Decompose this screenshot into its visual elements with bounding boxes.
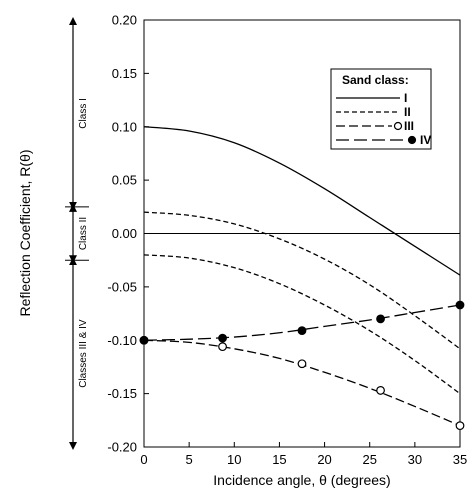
- series-marker-iv: [376, 314, 385, 324]
- legend-marker-iv: [407, 135, 417, 145]
- y-tick-label: 0.10: [112, 119, 137, 134]
- y-tick-label: -0.05: [107, 279, 137, 294]
- series-line-i-0: [143, 126, 461, 276]
- class-range-label: Classes III & IV: [78, 319, 89, 388]
- series-marker-iii: [376, 386, 385, 395]
- series-marker-iv: [139, 335, 149, 345]
- series-line-iii-3: [143, 339, 461, 427]
- series-marker-iii: [297, 359, 307, 369]
- x-tick-label: 5: [186, 452, 193, 467]
- series-marker-iii: [455, 421, 465, 431]
- series-marker-iv: [218, 333, 227, 343]
- class-range-label: Class I: [78, 98, 89, 129]
- y-tick-label: -0.15: [107, 386, 137, 401]
- y-tick-label: 0.20: [112, 13, 137, 28]
- y-tick-label: -0.20: [107, 440, 137, 455]
- series-line-ii-2: [143, 254, 461, 395]
- series-marker-iii: [218, 342, 227, 352]
- x-tick-label: 10: [227, 452, 241, 467]
- legend-box: [330, 68, 432, 150]
- y-tick-label: 0.15: [112, 66, 137, 81]
- x-tick-label: 20: [317, 452, 331, 467]
- series-marker-iv: [455, 300, 465, 310]
- legend: Sand class: I II III IV: [330, 68, 432, 150]
- x-axis-ticks: 0 5 10 15 20 25 30 35: [140, 442, 467, 467]
- series-marker-iv: [297, 326, 307, 336]
- x-tick-label: 15: [272, 452, 286, 467]
- legend-label-iv: IV: [420, 133, 431, 147]
- legend-title: Sand class:: [342, 73, 409, 87]
- x-tick-label: 35: [453, 452, 467, 467]
- legend-marker-iii: [393, 121, 403, 131]
- y-tick-label: 0.00: [112, 226, 137, 241]
- y-axis-label: Reflection Coefficient, R(θ): [17, 149, 33, 316]
- x-tick-label: 30: [408, 452, 422, 467]
- legend-label-i: I: [404, 91, 407, 105]
- series-layer: [139, 126, 465, 431]
- class-range-label: Class II: [78, 217, 89, 250]
- x-tick-label: 25: [362, 452, 376, 467]
- y-tick-label: -0.10: [107, 333, 137, 348]
- x-tick-label: 0: [140, 452, 147, 467]
- class-annotations: Class I Class II Classes III & IV: [65, 17, 89, 450]
- legend-label-iii: III: [404, 119, 414, 133]
- y-tick-label: 0.05: [112, 173, 137, 188]
- x-axis-label: Incidence angle, θ (degrees): [213, 472, 390, 488]
- legend-label-ii: II: [404, 105, 411, 119]
- series-line-iv-4: [143, 304, 461, 341]
- series-line-ii-1: [143, 211, 461, 350]
- y-axis-ticks: -0.20 -0.15 -0.10 -0.05 0.00 0.05 0.10 0.15 0.20: [107, 13, 149, 455]
